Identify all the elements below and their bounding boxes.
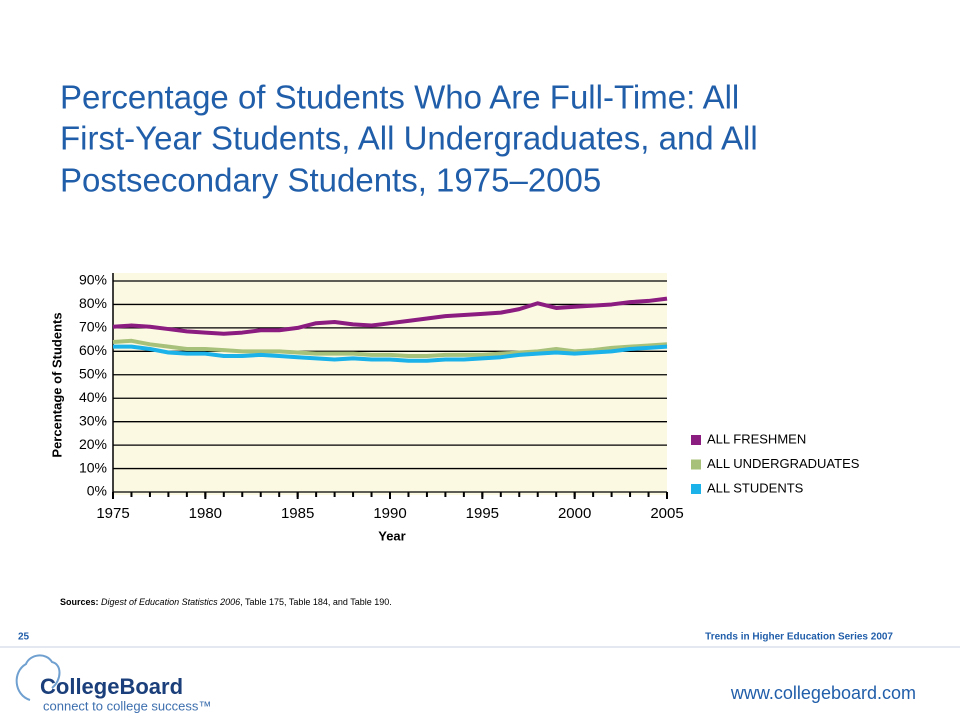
x-tick-label: 1995 <box>466 505 499 522</box>
y-tick-label: 20% <box>79 436 107 452</box>
legend-label: ALL STUDENTS <box>707 480 804 495</box>
y-tick-label: 50% <box>79 365 107 381</box>
y-tick-label: 40% <box>79 389 107 405</box>
x-axis-label: Year <box>378 528 405 543</box>
chart-title: Postsecondary Students, 1975–2005 <box>60 162 601 199</box>
y-tick-label: 0% <box>87 483 107 499</box>
chart-title: Percentage of Students Who Are Full-Time… <box>60 79 739 116</box>
y-tick-label: 80% <box>79 295 107 311</box>
legend-label: ALL UNDERGRADUATES <box>707 456 860 471</box>
legend-swatch <box>691 484 701 494</box>
page-number: 25 <box>18 632 30 643</box>
y-axis-label: Percentage of Students <box>49 312 64 457</box>
chart-title: First-Year Students, All Undergraduates,… <box>60 120 758 157</box>
x-tick-label: 2000 <box>558 505 591 522</box>
series-line <box>112 338 668 359</box>
series-line <box>112 296 668 336</box>
sources-work: Digest of Education Statistics 2006 <box>101 597 240 607</box>
url: www.collegeboard.com <box>730 683 916 703</box>
sources: Sources: Digest of Education Statistics … <box>60 597 392 607</box>
y-tick-label: 90% <box>79 272 107 288</box>
x-tick-label: 2005 <box>650 505 683 522</box>
x-tick-label: 1975 <box>96 505 129 522</box>
x-tick-label: 1980 <box>189 505 222 522</box>
y-tick-label: 10% <box>79 459 107 475</box>
logo-mark <box>15 654 61 701</box>
tagline: connect to college success™ <box>43 698 211 713</box>
logo: CollegeBoard <box>40 674 183 699</box>
y-tick-label: 30% <box>79 412 107 428</box>
x-tick-label: 1985 <box>281 505 314 522</box>
series-name: Trends in Higher Education Series 2007 <box>705 632 893 643</box>
legend-swatch <box>691 435 701 445</box>
series-line <box>113 344 668 363</box>
plot-background <box>113 273 667 495</box>
sources-label: Sources: <box>60 597 99 607</box>
x-tick-label: 1990 <box>373 505 406 522</box>
legend-label: ALL FRESHMEN <box>707 431 806 446</box>
y-tick-label: 70% <box>79 319 107 335</box>
sources-rest: , Table 175, Table 184, and Table 190. <box>240 597 392 607</box>
legend-swatch <box>691 459 701 470</box>
y-tick-label: 60% <box>79 342 107 358</box>
